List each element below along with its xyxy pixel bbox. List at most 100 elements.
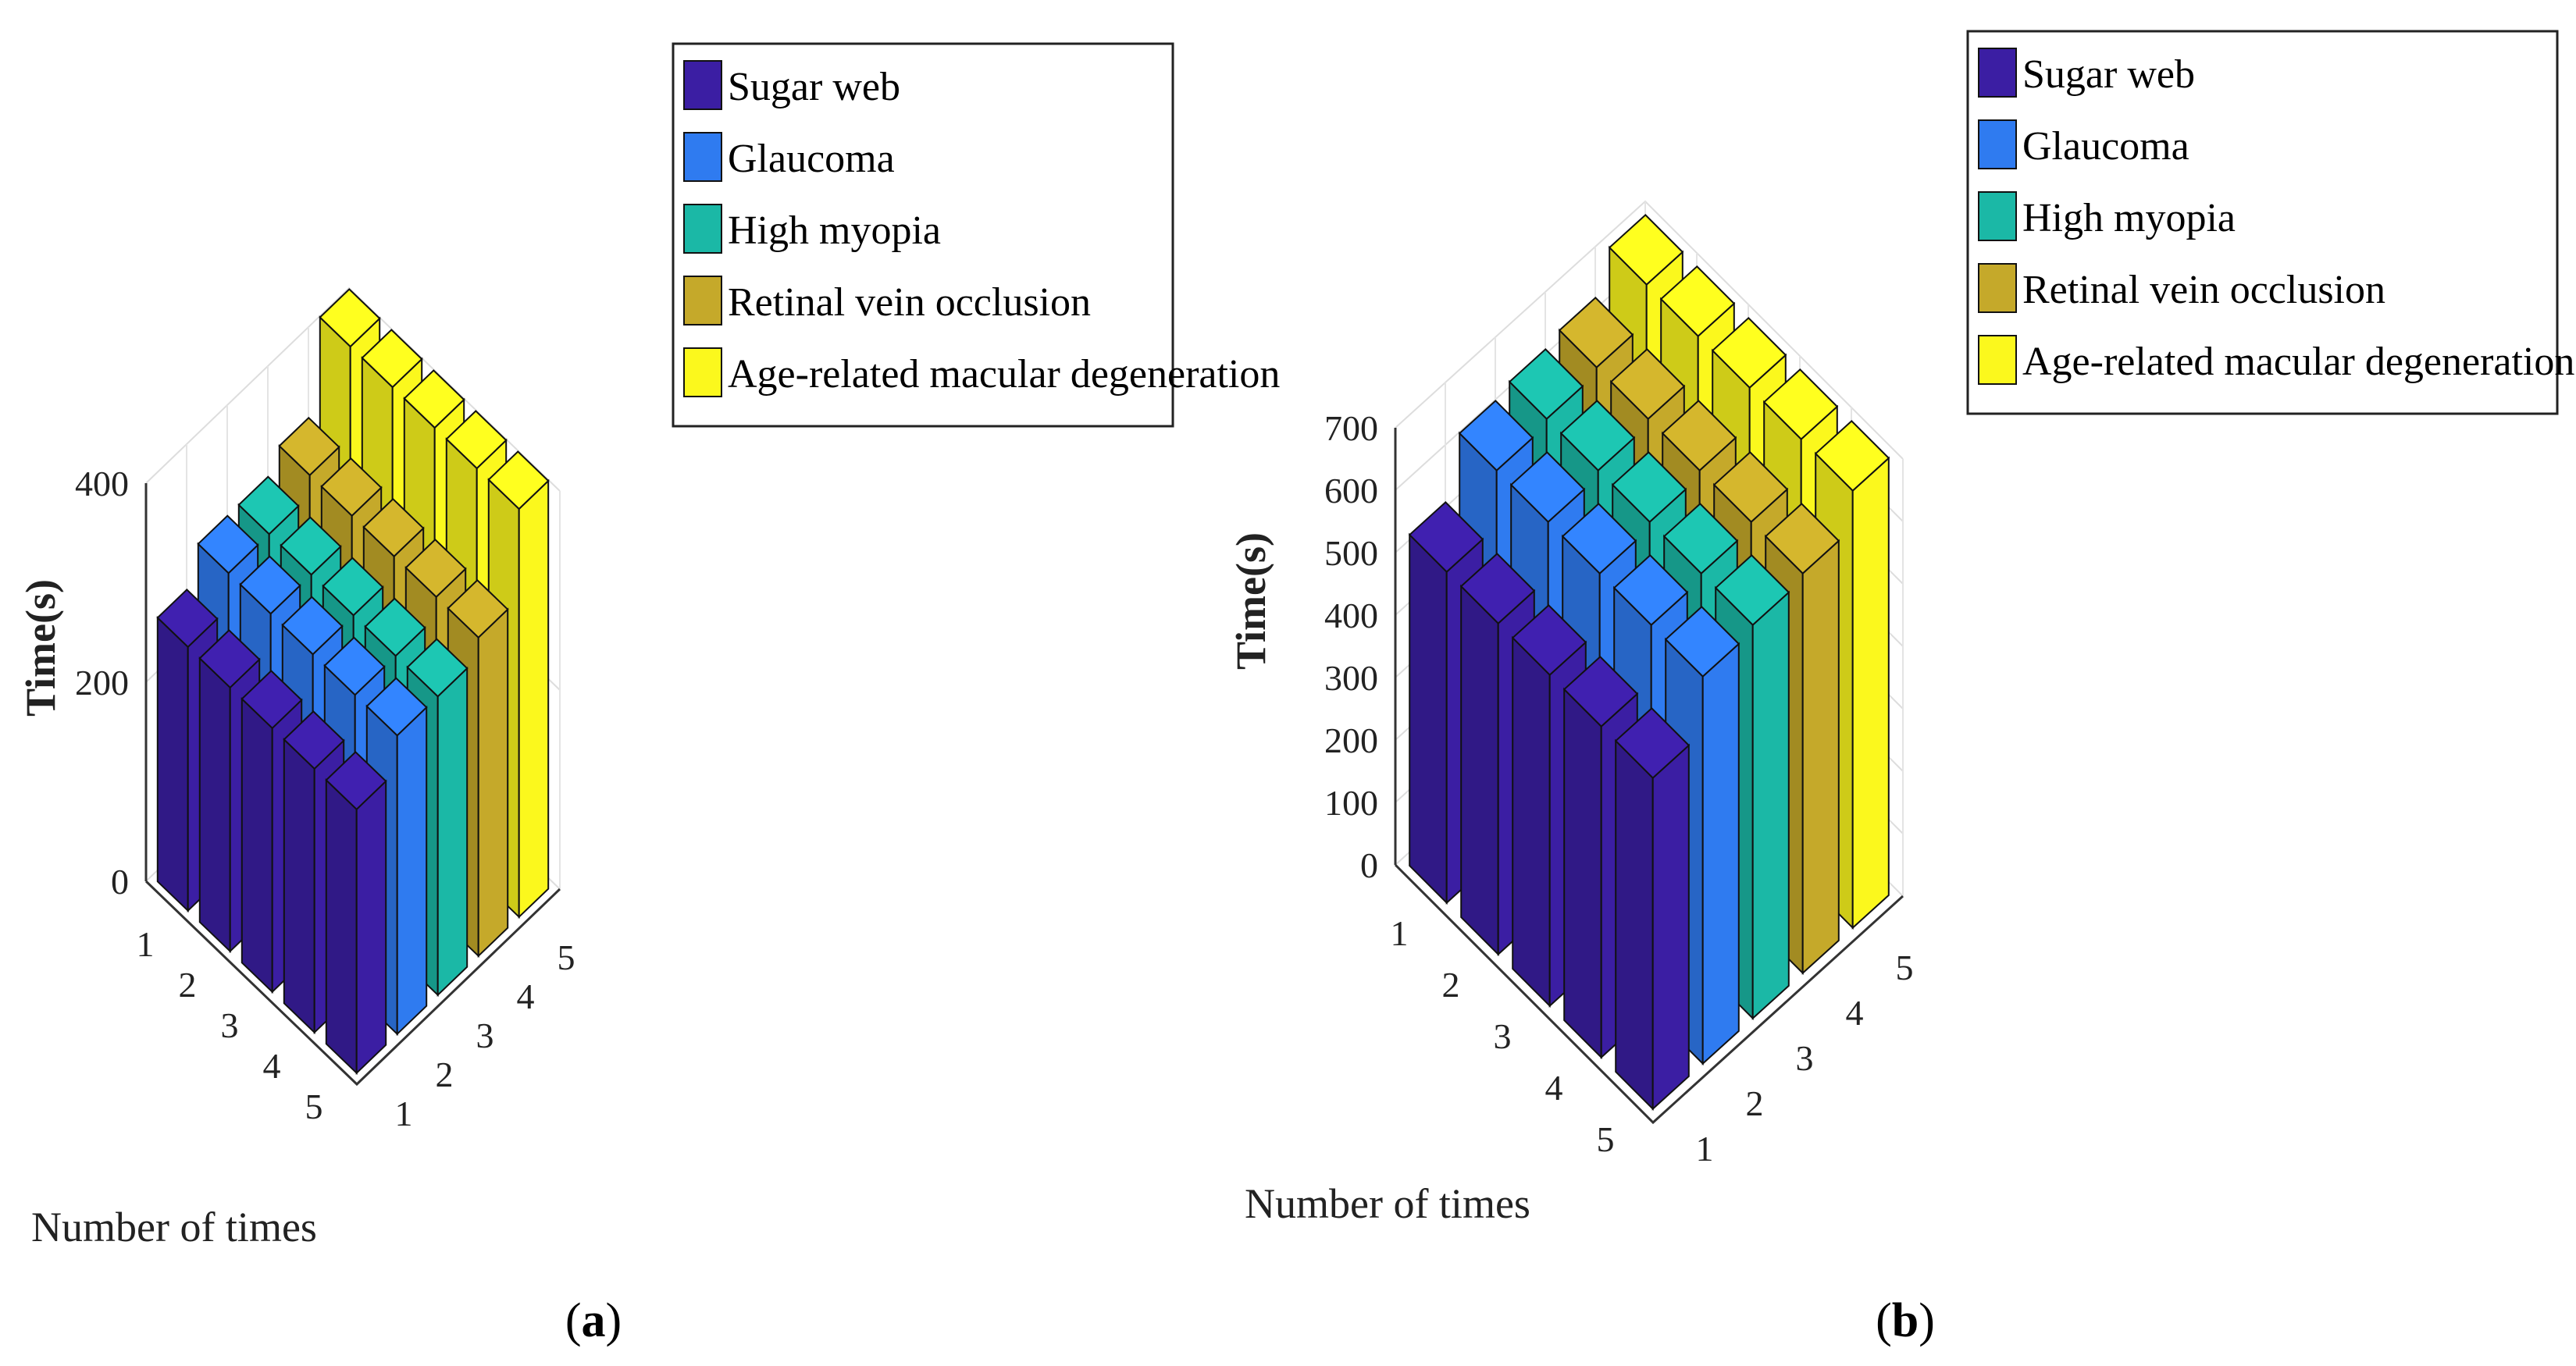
bar-top-face — [445, 410, 508, 470]
bar-glaucoma-5 — [1664, 606, 1740, 1066]
bar-top-face — [1661, 400, 1737, 471]
bar-front-face — [477, 607, 509, 959]
legend-swatch — [683, 132, 722, 182]
bar-top-face — [1508, 348, 1584, 420]
bar-top-face — [404, 538, 467, 599]
bar-top-face — [1662, 503, 1739, 575]
x-tick-label: 2 — [179, 965, 197, 1005]
y-tick-label: 1 — [395, 1094, 413, 1133]
bar-top-face — [278, 416, 340, 477]
bar-top-face — [156, 589, 219, 649]
x-tick-label: 5 — [1597, 1119, 1615, 1159]
z-tick-label: 500 — [1324, 533, 1378, 573]
legend: Sugar web Glaucoma High myopia Retinal vein… — [1966, 30, 2574, 415]
z-tick-label: 600 — [1324, 471, 1378, 510]
bar-top-face — [1611, 451, 1687, 523]
legend-item: Glaucoma — [1978, 119, 2189, 169]
x-tick-label: 3 — [1494, 1016, 1512, 1056]
legend-label: High myopia — [728, 208, 941, 253]
bar-top-face — [487, 450, 550, 510]
bar-top-face — [237, 475, 300, 535]
x-tick-label: 4 — [263, 1046, 281, 1086]
x-tick-label: 1 — [1391, 913, 1409, 953]
legend-label: Sugar web — [728, 65, 900, 109]
caption-a: (a) — [565, 1294, 622, 1347]
bar-top-face — [239, 555, 301, 615]
bar-top-face — [1558, 297, 1634, 368]
bar-side-face — [1460, 584, 1499, 957]
caption-b: (b) — [1876, 1294, 1935, 1347]
bar-side-face — [156, 616, 189, 913]
bar-top-face — [1561, 503, 1637, 575]
bar-top-face — [1762, 368, 1839, 440]
legend-swatch — [1978, 191, 2017, 241]
legend-swatch — [683, 60, 722, 110]
y-tick-label: 4 — [1846, 993, 1864, 1033]
bar-top-face — [1509, 451, 1586, 523]
bar-top-face — [1608, 214, 1684, 286]
bar-top-face — [1511, 604, 1587, 676]
bar-top-face — [1459, 553, 1536, 624]
bar-top-face — [1714, 554, 1790, 626]
bar-side-face — [198, 656, 231, 954]
z-tick-label: 200 — [1324, 720, 1378, 760]
legend-label: Sugar web — [2022, 52, 2195, 97]
z-tick-label: 300 — [1324, 658, 1378, 698]
bar-top-face — [283, 710, 345, 770]
y-tick-label: 4 — [517, 976, 535, 1016]
legend-label: Glaucoma — [728, 137, 895, 181]
legend-item: High myopia — [683, 204, 941, 254]
bar-side-face — [1409, 532, 1448, 905]
y-tick-label: 3 — [1796, 1038, 1814, 1078]
bar-top-face — [365, 677, 428, 737]
legend-item: High myopia — [1978, 191, 2236, 241]
x-tick-label: 3 — [221, 1005, 239, 1045]
legend-item: Age-related macular degeneration — [1978, 335, 2574, 385]
legend: Sugar web Glaucoma High myopia Retinal vein… — [672, 42, 1280, 428]
legend-item: Sugar web — [1978, 48, 2195, 98]
z-tick-label: 400 — [75, 464, 129, 503]
bar-sugar-web-5 — [325, 751, 387, 1076]
x-tick-label: 4 — [1545, 1068, 1563, 1108]
legend-label: High myopia — [2022, 196, 2236, 240]
legend-swatch — [1978, 335, 2017, 385]
z-tick-label: 0 — [111, 862, 129, 902]
y-tick-label: 3 — [476, 1016, 494, 1055]
legend-label: Retinal vein occlusion — [2022, 268, 2385, 312]
z-axis-label: Time(s) — [1227, 532, 1274, 670]
bar-top-face — [1609, 348, 1686, 420]
bar-top-face — [1764, 503, 1840, 575]
bar-top-face — [1614, 707, 1691, 779]
bar-top-face — [1712, 451, 1789, 523]
legend-item: Sugar web — [683, 60, 900, 110]
x-tick-label: 2 — [1442, 965, 1460, 1005]
bar-top-face — [1408, 501, 1484, 573]
axes — [1394, 428, 1904, 1125]
bar-front-face — [436, 666, 469, 998]
bar-top-face — [403, 369, 465, 429]
bar-side-face — [1512, 635, 1551, 1008]
bar-top-face — [1659, 265, 1736, 337]
bar-top-face — [281, 596, 344, 656]
x-tick-label: 5 — [305, 1087, 323, 1126]
bar-side-face — [1563, 687, 1602, 1060]
legend-item: Glaucoma — [683, 132, 895, 182]
bar-front-face — [518, 478, 550, 920]
z-tick-label: 100 — [1324, 783, 1378, 823]
bar-top-face — [1814, 420, 1890, 492]
legend-box — [672, 42, 1174, 428]
bar-top-face — [1612, 554, 1689, 626]
z-tick-label: 0 — [1360, 845, 1378, 885]
bar-front-face — [1751, 590, 1790, 1020]
bar-front-face — [1801, 539, 1840, 975]
bar-top-face — [325, 751, 387, 811]
legend-swatch — [683, 204, 722, 254]
bar-front-face — [396, 705, 428, 1037]
z-ticks: 0 100 200 300 400 500 600 700 — [1324, 408, 1378, 885]
bar-front-face — [1701, 642, 1740, 1065]
